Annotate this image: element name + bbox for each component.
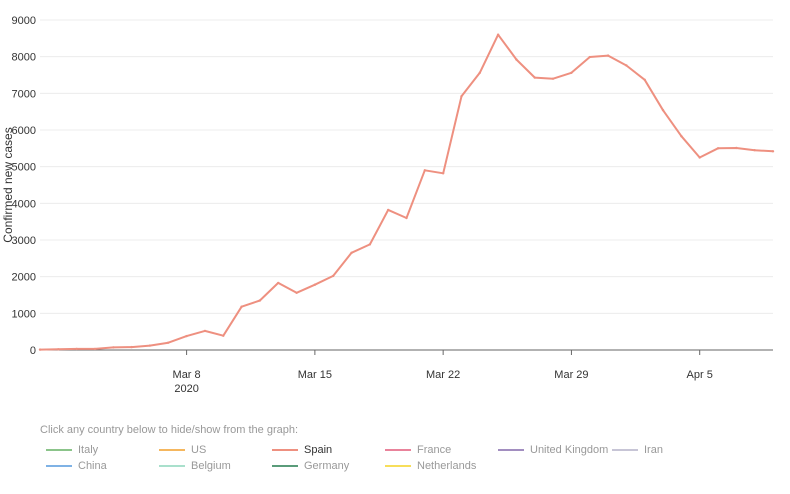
- x-tick-label: Apr 5: [687, 369, 713, 381]
- y-tick-label: 1000: [12, 308, 36, 320]
- x-tick-label: Mar 22: [426, 369, 460, 381]
- data-point: [423, 169, 427, 172]
- x-tick-label: Mar 15: [298, 369, 332, 381]
- legend-swatch: [46, 449, 72, 451]
- series-lines: [38, 33, 775, 351]
- data-point: [405, 216, 408, 220]
- y-tick-label: 9000: [12, 15, 36, 27]
- legend-swatch: [159, 449, 185, 451]
- data-point: [753, 148, 756, 152]
- data-point: [130, 345, 133, 349]
- x-tick-sublabel: 2020: [174, 383, 198, 395]
- data-point: [203, 329, 207, 333]
- x-tick-label: Mar 29: [554, 369, 588, 381]
- legend-item-iran[interactable]: Iran: [612, 443, 663, 457]
- data-point: [570, 71, 573, 75]
- y-tick-label: 7000: [12, 88, 36, 100]
- legend-item-belgium[interactable]: Belgium: [159, 459, 231, 473]
- data-point: [716, 147, 720, 150]
- y-tick-label: 5000: [12, 162, 36, 174]
- legend-item-us[interactable]: US: [159, 443, 206, 457]
- legend-label: United Kingdom: [530, 444, 609, 456]
- data-point: [222, 334, 225, 337]
- data-point: [332, 274, 335, 278]
- legend-swatch: [159, 465, 185, 467]
- legend-item-united-kingdom[interactable]: United Kingdom: [498, 443, 608, 457]
- y-tick-label: 2000: [12, 272, 36, 284]
- legend-label: Netherlands: [417, 460, 477, 472]
- gridlines: [40, 19, 773, 314]
- data-point: [93, 347, 97, 351]
- legend-label: US: [191, 444, 207, 456]
- legend-item-spain[interactable]: Spain: [272, 443, 332, 457]
- legend-item-italy[interactable]: Italy: [46, 443, 98, 457]
- legend-label: Belgium: [191, 460, 231, 472]
- data-point: [478, 71, 481, 75]
- y-axis-ticks: 0 1000 2000 3000 4000 5000 6000 7000 8000 9000: [12, 15, 36, 357]
- legend-item-netherlands[interactable]: Netherlands: [385, 459, 476, 473]
- data-point: [185, 334, 188, 338]
- data-point: [441, 172, 445, 175]
- legend-swatch: [272, 449, 298, 451]
- legend-swatch: [612, 449, 638, 451]
- legend-label: China: [78, 460, 107, 472]
- data-point: [735, 146, 738, 150]
- data-point: [606, 54, 610, 57]
- legend-swatch: [272, 465, 298, 467]
- legend-item-france[interactable]: France: [385, 443, 451, 457]
- chart: 0 1000 2000 3000 4000 5000 6000 7000 8000 9000 Ma…: [1, 15, 775, 395]
- data-point: [258, 299, 262, 302]
- data-point: [533, 76, 536, 79]
- data-point: [167, 341, 170, 344]
- data-point: [38, 348, 42, 351]
- data-point: [771, 150, 775, 153]
- data-point: [386, 208, 390, 212]
- y-tick-label: 8000: [12, 52, 36, 64]
- y-tick-label: 6000: [12, 125, 36, 137]
- series-line-spain: [39, 33, 774, 351]
- legend-swatch: [46, 465, 72, 467]
- y-tick-label: 4000: [12, 198, 36, 210]
- data-point: [551, 77, 555, 80]
- legend-label: Italy: [78, 444, 99, 456]
- y-tick-label: 3000: [12, 235, 36, 247]
- legend-item-china[interactable]: China: [46, 459, 107, 473]
- legend-label: Spain: [304, 444, 333, 456]
- data-point: [277, 281, 280, 285]
- y-tick-label: 0: [30, 345, 36, 357]
- x-tick-label: Mar 8: [173, 369, 201, 381]
- data-point: [368, 243, 372, 246]
- data-point: [313, 283, 317, 286]
- data-point: [680, 135, 683, 138]
- data-point: [112, 346, 115, 349]
- legend-instruction: Click any country below to hide/show fro…: [40, 424, 299, 436]
- data-point: [295, 291, 298, 294]
- data-point: [588, 55, 591, 59]
- x-axis-ticks: Mar 8 2020 Mar 15 Mar 22 Mar 29 Apr 5: [173, 350, 713, 395]
- data-point: [75, 347, 78, 351]
- data-point: [643, 78, 646, 81]
- legend-swatch: [385, 449, 411, 451]
- legend-item-germany[interactable]: Germany: [272, 459, 349, 473]
- data-point: [57, 348, 60, 351]
- data-point: [350, 251, 353, 255]
- legend-label: France: [417, 444, 452, 456]
- data-point: [625, 64, 628, 67]
- legend-label: Iran: [644, 444, 663, 456]
- legend-swatch: [385, 465, 411, 467]
- y-axis-title: Confirmed new cases: [1, 127, 15, 242]
- data-point: [661, 109, 665, 112]
- data-point: [698, 156, 701, 159]
- data-point: [240, 305, 243, 308]
- data-point: [460, 95, 463, 98]
- legend-label: Germany: [304, 460, 350, 472]
- data-point: [515, 58, 518, 61]
- data-point: [496, 33, 500, 36]
- data-point: [148, 344, 152, 347]
- legend-swatch: [498, 449, 524, 451]
